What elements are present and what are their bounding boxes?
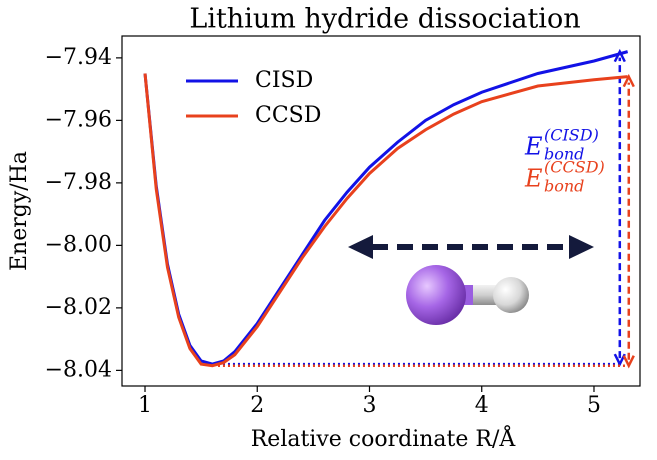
annotation-sup: (CISD) bbox=[544, 126, 599, 145]
stretch-arrow-head bbox=[348, 235, 373, 259]
chart-title: Lithium hydride dissociation bbox=[189, 4, 580, 35]
legend-label: CCSD bbox=[255, 103, 321, 128]
y-tick-label: −7.98 bbox=[45, 170, 112, 195]
stretch-arrow bbox=[348, 235, 594, 259]
x-tick-label: 2 bbox=[250, 393, 264, 418]
annotation-base: E bbox=[524, 133, 543, 161]
x-axis-label: Relative coordinate R/Å bbox=[251, 424, 517, 452]
annotation-base: E bbox=[524, 165, 543, 193]
series-line bbox=[143, 50, 629, 366]
annotation-sub: bond bbox=[544, 145, 584, 164]
y-tick-label: −8.04 bbox=[45, 357, 112, 382]
x-tick-label: 5 bbox=[587, 393, 601, 418]
x-tick-label: 1 bbox=[138, 393, 152, 418]
x-tick-label: 4 bbox=[475, 393, 489, 418]
x-tick-label: 3 bbox=[362, 393, 376, 418]
annotation-sub: bond bbox=[544, 177, 584, 196]
y-tick-label: −8.02 bbox=[45, 295, 112, 320]
series-line bbox=[143, 73, 628, 368]
bond-arrow-head bbox=[613, 353, 626, 367]
stretch-arrow-head bbox=[569, 235, 594, 259]
bond-arrow-head bbox=[622, 73, 635, 88]
y-tick-label: −8.00 bbox=[45, 232, 112, 257]
y-axis-label: Energy/Ha bbox=[7, 151, 32, 271]
plot-frame bbox=[121, 35, 641, 387]
legend-label: CISD bbox=[255, 68, 313, 93]
hydrogen-atom bbox=[493, 277, 529, 313]
lithium-atom bbox=[406, 265, 466, 325]
bond-arrow-head bbox=[622, 355, 635, 369]
y-tick-label: −7.96 bbox=[45, 107, 112, 132]
bond-arrow-head bbox=[613, 48, 626, 63]
molecule bbox=[406, 265, 529, 325]
annotation-sup: (CCSD) bbox=[544, 158, 605, 177]
y-tick-label: −7.94 bbox=[45, 45, 112, 70]
